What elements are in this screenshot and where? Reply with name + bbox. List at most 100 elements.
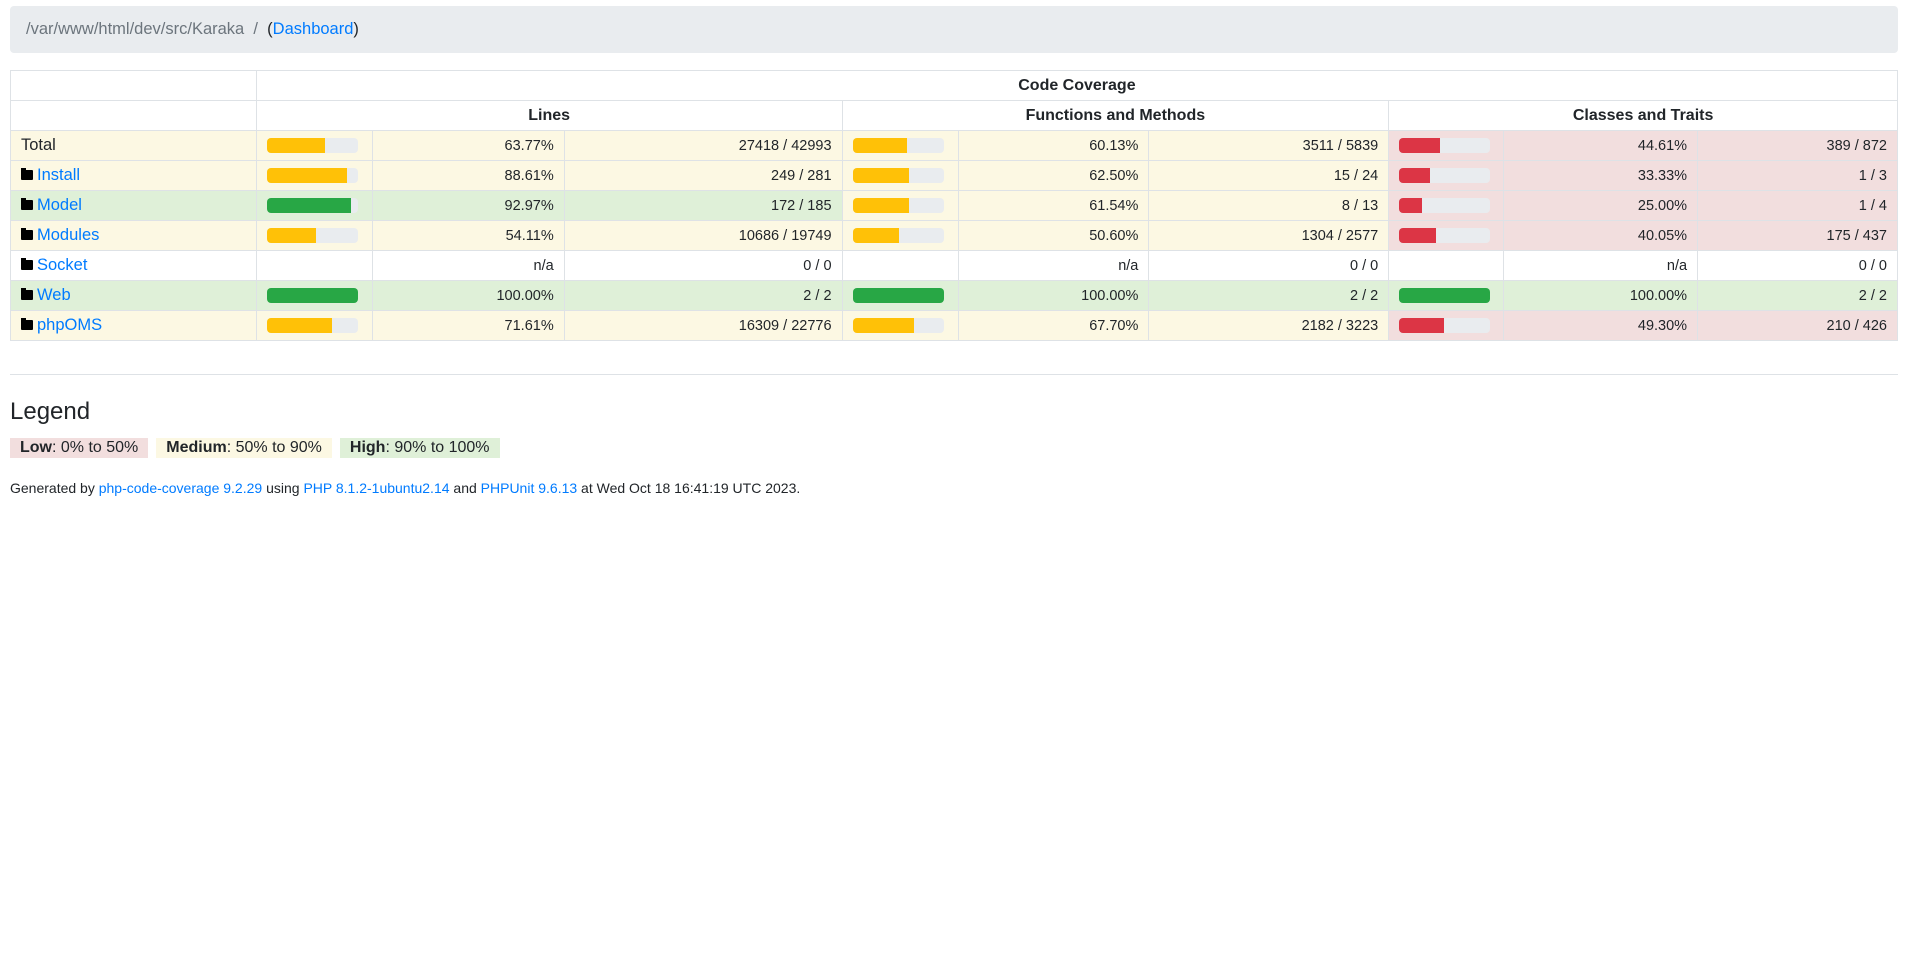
phpunit-link[interactable]: PHPUnit 9.6.13 [480,480,578,496]
coverage-percent: 61.54% [957,190,1150,221]
coverage-bar-cell [841,310,959,341]
coverage-percent: 50.60% [957,220,1150,251]
folder-link[interactable]: Modules [37,226,100,244]
row-name[interactable]: Web [10,280,257,311]
folder-icon [21,258,33,270]
coverage-bar-cell [1388,160,1505,191]
coverage-count: 2 / 2 [1148,280,1390,311]
row-name[interactable]: phpOMS [10,310,257,341]
coverage-bar [1399,138,1491,153]
coverage-count: 0 / 0 [1148,250,1390,281]
row-name[interactable]: Install [10,160,257,191]
coverage-bar [1399,198,1491,213]
coverage-count: 1 / 3 [1697,160,1898,191]
coverage-percent: 60.13% [957,130,1150,161]
folder-link[interactable]: Web [37,286,71,304]
coverage-bar-fill [266,168,348,183]
coverage-percent: 71.61% [371,310,565,341]
coverage-count: 1 / 4 [1697,190,1898,221]
row-name[interactable]: Modules [10,220,257,251]
coverage-bar-cell [1388,310,1505,341]
coverage-count: 2 / 2 [1697,280,1898,311]
coverage-bar-fill [852,318,915,333]
coverage-count: 2 / 2 [563,280,843,311]
legend-title: Legend [10,398,91,425]
php-code-coverage-link[interactable]: php-code-coverage 9.2.29 [98,480,263,496]
coverage-bar-cell [841,130,959,161]
coverage-count: 2182 / 3223 [1148,310,1390,341]
folder-icon [21,318,33,330]
coverage-bar-fill [1399,318,1445,333]
coverage-count: 175 / 437 [1697,220,1898,251]
coverage-bar [1399,318,1491,333]
coverage-percent: 25.00% [1503,190,1699,221]
coverage-bar-cell [841,190,959,221]
coverage-bar-cell [841,160,959,191]
coverage-bar-fill [852,288,944,303]
empty-header [10,100,257,131]
folder-link[interactable]: Socket [37,256,88,274]
coverage-bar [852,138,944,153]
coverage-count: 249 / 281 [563,160,843,191]
coverage-bar [852,198,944,213]
coverage-bar [852,288,944,303]
coverage-bar [266,228,358,243]
coverage-percent: 100.00% [957,280,1150,311]
coverage-bar-fill [266,138,325,153]
coverage-bar-cell [1388,250,1505,281]
coverage-bar-cell [255,280,373,311]
coverage-count: 210 / 426 [1697,310,1898,341]
coverage-bar-fill [1399,168,1430,183]
coverage-bar-fill [852,168,910,183]
coverage-bar-cell [255,160,373,191]
php-link[interactable]: PHP 8.1.2-1ubuntu2.14 [303,480,450,496]
coverage-bar [1399,228,1491,243]
coverage-bar-fill [852,138,908,153]
breadcrumb-path: /var/www/html/dev/src/Karaka [26,20,245,38]
legend-low: Low: 0% to 50% [10,438,149,458]
coverage-count: 3511 / 5839 [1148,130,1390,161]
coverage-percent: 92.97% [371,190,565,221]
folder-icon [21,288,33,300]
coverage-percent: 62.50% [957,160,1150,191]
row-name[interactable]: Model [10,190,257,221]
coverage-count: 8 / 13 [1148,190,1390,221]
folder-link[interactable]: Install [37,166,81,184]
breadcrumb: /var/www/html/dev/src/Karaka / (Dashboar… [10,6,1898,53]
coverage-bar-fill [266,318,332,333]
coverage-bar [266,138,358,153]
coverage-bar-cell [255,220,373,251]
row-name[interactable]: Socket [10,250,257,281]
coverage-count: 0 / 0 [1697,250,1898,281]
coverage-bar-cell [255,190,373,221]
folder-icon [21,168,33,180]
coverage-count: 10686 / 19749 [563,220,843,251]
coverage-percent: 54.11% [371,220,565,251]
legend-medium: Medium: 50% to 90% [156,438,332,458]
coverage-bar-fill [266,288,358,303]
coverage-percent: 33.33% [1503,160,1699,191]
coverage-count: 172 / 185 [563,190,843,221]
coverage-bar-fill [1399,138,1440,153]
coverage-count: 16309 / 22776 [563,310,843,341]
paren-close: ) [353,20,359,38]
coverage-percent: 40.05% [1503,220,1699,251]
coverage-bar [852,168,944,183]
folder-link[interactable]: phpOMS [37,316,103,334]
coverage-count: 27418 / 42993 [563,130,843,161]
coverage-bar-cell [841,250,959,281]
coverage-percent: 49.30% [1503,310,1699,341]
breadcrumb-separator: / [253,20,258,38]
folder-link[interactable]: Model [37,196,82,214]
coverage-bar-fill [852,198,909,213]
dashboard-link[interactable]: Dashboard [272,20,354,38]
coverage-percent: n/a [1503,250,1699,281]
coverage-bar-cell [841,280,959,311]
group-header: Code Coverage [255,70,1899,101]
table-row: Modules 54.11% 10686 / 19749 50.60% 1304 / 2… [10,220,1898,251]
coverage-percent: 88.61% [371,160,565,191]
coverage-bar-fill [1399,198,1422,213]
coverage-bar-cell [255,130,373,161]
table-row: Web 100.00% 2 / 2 100.00% 2 / 2 100.00% 2 / 2 [10,280,1898,311]
coverage-bar [266,198,358,213]
